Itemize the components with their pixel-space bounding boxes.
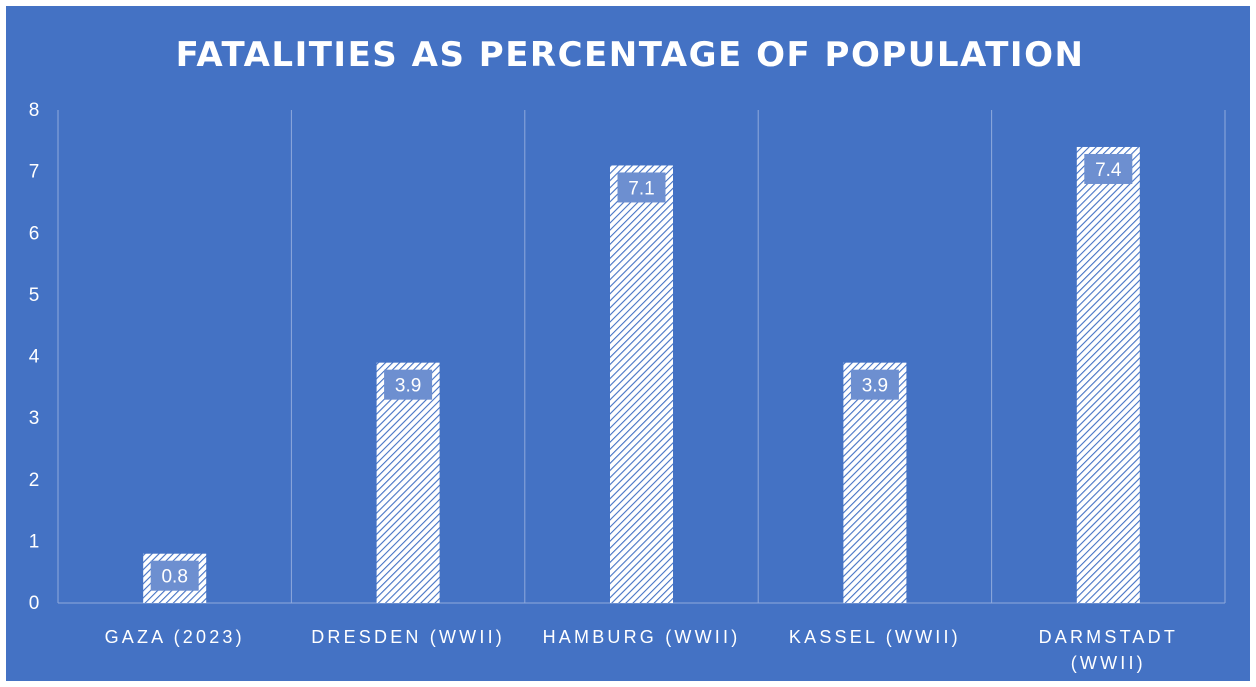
data-label-box [850,369,899,400]
y-tick-label: 8 [29,100,40,121]
x-axis: GAZA (2023) DRESDEN (WWII) HAMBURG (WWII) K… [105,627,1178,673]
y-tick-label: 5 [29,285,40,306]
data-label: 0.8 [161,567,187,588]
bar-chart: FATALITIES AS PERCENTAGE OF POPULATION 0… [29,35,1226,673]
bar [1076,146,1140,603]
chart-area: FATALITIES AS PERCENTAGE OF POPULATION 0… [6,6,1250,681]
y-tick-label: 2 [29,470,40,491]
y-tick-label: 3 [29,408,40,429]
data-label-box [384,369,433,400]
chart-title: FATALITIES AS PERCENTAGE OF POPULATION [176,35,1085,75]
y-tick-label: 1 [29,531,40,552]
data-label: 7.4 [1095,160,1122,181]
x-tick-label: DARMSTADT [1039,627,1178,647]
x-tick-label: DRESDEN (WWII) [311,627,505,647]
data-label: 3.9 [862,376,888,397]
x-tick-label: GAZA (2023) [105,627,245,647]
bar [610,165,673,603]
x-tick-label: (WWII) [1071,653,1146,673]
data-label-box [617,172,666,203]
data-labels: 0.8 3.9 7.1 3.9 7.4 [150,153,1133,591]
data-label: 3.9 [395,376,421,397]
bar [843,362,907,603]
y-tick-label: 4 [29,347,40,368]
data-label-box [1084,153,1133,184]
data-label: 7.1 [628,178,654,199]
y-axis: 0 1 2 3 4 5 6 7 8 [29,100,40,614]
y-tick-label: 7 [29,162,40,183]
bars [143,146,1140,603]
data-label-box [150,560,199,591]
x-tick-label: KASSEL (WWII) [789,627,961,647]
x-tick-label: HAMBURG (WWII) [543,627,741,647]
y-tick-label: 6 [29,223,40,244]
bar [376,362,440,603]
y-tick-label: 0 [29,593,40,614]
